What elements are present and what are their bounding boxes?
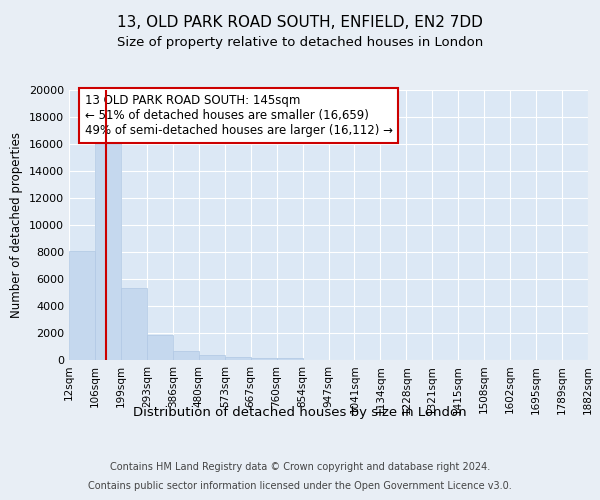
Bar (173, 351, 199, 360)
Text: 13, OLD PARK ROAD SOUTH, ENFIELD, EN2 7DD: 13, OLD PARK ROAD SOUTH, ENFIELD, EN2 7D… (117, 15, 483, 30)
Bar (121, 288, 147, 360)
Text: Distribution of detached houses by size in London: Distribution of detached houses by size … (133, 406, 467, 419)
Text: Size of property relative to detached houses in London: Size of property relative to detached ho… (117, 36, 483, 49)
Bar (225, 357, 251, 360)
Text: Contains public sector information licensed under the Open Government Licence v3: Contains public sector information licen… (88, 481, 512, 491)
Bar (147, 336, 173, 360)
Bar (199, 356, 224, 360)
Bar (95, 136, 121, 360)
Y-axis label: Number of detached properties: Number of detached properties (10, 132, 23, 318)
Bar (277, 358, 302, 360)
Bar (69, 252, 95, 360)
Bar (251, 358, 277, 360)
Text: Contains HM Land Registry data © Crown copyright and database right 2024.: Contains HM Land Registry data © Crown c… (110, 462, 490, 472)
Text: 13 OLD PARK ROAD SOUTH: 145sqm
← 51% of detached houses are smaller (16,659)
49%: 13 OLD PARK ROAD SOUTH: 145sqm ← 51% of … (85, 94, 392, 137)
